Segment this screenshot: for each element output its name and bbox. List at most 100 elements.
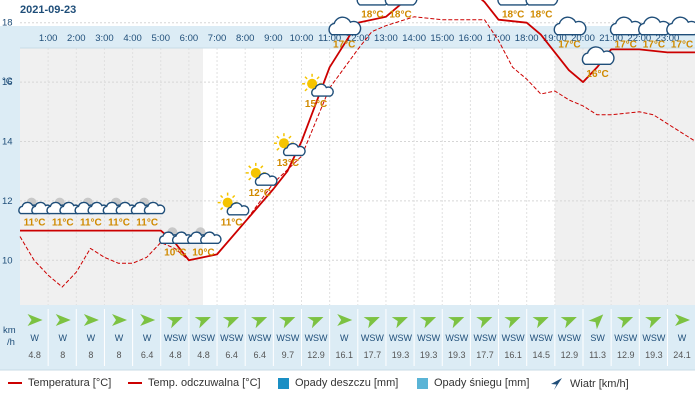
temperature-label: 17°C: [558, 39, 580, 50]
wind-direction-label: W: [143, 333, 152, 343]
legend-item-temperature: Temperatura [°C]: [8, 377, 111, 389]
legend-label-rain: Opady deszczu [mm]: [295, 377, 399, 389]
wind-speed-label: 9.7: [282, 350, 295, 360]
sun-ray: [316, 76, 320, 80]
wind-arrow-shape: [140, 314, 156, 326]
wind-direction-label: WSW: [445, 333, 468, 343]
cloud-icon: [497, 0, 531, 6]
wind-speed-label: 12.9: [617, 350, 635, 360]
wind-arrow-icon: [112, 314, 128, 326]
wind-arrow-icon: [337, 314, 353, 326]
wind-arrow-shape: [279, 316, 296, 329]
temperature-label: 11°C: [108, 218, 130, 229]
wind-direction-label: WSW: [530, 333, 553, 343]
cloud-icon: [666, 16, 695, 36]
sun-ray: [248, 165, 252, 169]
wind-arrow-icon: [675, 314, 691, 326]
wind-arrow-shape: [363, 316, 380, 329]
y-tick-label: 12: [2, 196, 13, 207]
wind-arrow-shape: [675, 314, 691, 326]
wind-arrow-icon: [279, 316, 296, 329]
wind-speed-label: 17.7: [476, 350, 494, 360]
weather-chart: 1:00 2:00 3:00 4:00 5:00 6:00 7:00 8:00 9:00 10:0…: [0, 0, 695, 371]
cloud-shape: [328, 16, 362, 36]
wind-direction-label: WSW: [276, 333, 299, 343]
hour-label: 19:00: [543, 33, 567, 44]
wind-direction-label: WSW: [558, 333, 581, 343]
wind-direction-label: WSW: [220, 333, 243, 343]
wind-speed-label: 8: [117, 350, 122, 360]
wind-arrow-icon: [166, 316, 183, 329]
legend-line-dashed: [128, 382, 142, 384]
wind-arrow-icon: [222, 316, 240, 329]
wind-speed-label: 4.8: [28, 350, 41, 360]
temperature-label: 17°C: [615, 39, 637, 50]
wind-speed-label: 19.3: [645, 350, 663, 360]
temperature-label: 11°C: [52, 218, 74, 229]
wind-arrow-shape: [194, 316, 211, 329]
temperature-label: 18°C: [361, 10, 383, 21]
wind-arrow-icon: [83, 314, 99, 326]
sun-ray: [304, 88, 308, 92]
sun-ray: [276, 147, 280, 151]
wind-speed-label: 6.4: [141, 350, 154, 360]
y-unit-label: °C: [2, 76, 13, 87]
temperature-label: 18°C: [389, 10, 411, 21]
wind-arrow-shape: [112, 314, 128, 326]
wind-speed-label: 16.1: [335, 350, 353, 360]
night-band-morning: [20, 48, 203, 305]
wind-arrow-shape: [560, 316, 577, 329]
wind-speed-label: 16.1: [504, 350, 522, 360]
legend-label-temperature: Temperatura [°C]: [28, 377, 112, 389]
y-tick-label: 16: [2, 77, 13, 88]
cloud-icon: [384, 0, 418, 6]
wind-direction-label: WSW: [192, 333, 215, 343]
sun-ray: [288, 135, 292, 139]
wind-direction-label: SW: [590, 333, 605, 343]
legend-label-wind: Wiatr [km/h]: [570, 378, 629, 390]
forecast-date: 2021-09-23: [20, 4, 77, 16]
hour-label: 18:00: [515, 33, 539, 44]
hour-label: 22:00: [627, 33, 651, 44]
wind-arrow-shape: [532, 316, 549, 329]
cloud-icon: [328, 16, 362, 36]
wind-arrow-icon: [307, 316, 324, 329]
cloud-shape: [609, 16, 643, 36]
sun-disc: [307, 78, 318, 89]
temperature-label: 11°C: [221, 218, 243, 229]
sun-disc: [278, 138, 289, 149]
night-cloud-icon: [74, 197, 110, 215]
wind-speed-label: 8: [60, 350, 65, 360]
wind-direction-label: W: [115, 333, 124, 343]
hour-label: 12:00: [346, 33, 370, 44]
cloud-icon: [581, 46, 615, 66]
legend-swatch-snow: [417, 377, 428, 389]
sun-ray: [276, 135, 280, 139]
sun-cloud-icon: [245, 162, 278, 186]
cloud-icon: [525, 0, 559, 6]
series-line-temperature: [20, 0, 695, 262]
wind-arrow-shape: [504, 316, 521, 329]
wind-unit-label: /h: [7, 337, 15, 348]
wind-direction-label: WSW: [248, 333, 271, 343]
wind-direction-label: W: [30, 333, 39, 343]
wind-arrow-icon: [476, 316, 493, 329]
wind-arrow-icon: [419, 316, 437, 329]
temperature-label: 16°C: [586, 69, 608, 80]
wind-arrow-shape: [588, 314, 604, 330]
wind-arrow-icon: [448, 316, 465, 329]
wind-direction-label: WSW: [305, 333, 328, 343]
wind-speed-label: 4.8: [197, 350, 210, 360]
cloud-icon: [356, 0, 390, 6]
hour-label: 23:00: [656, 33, 680, 44]
wind-arrow-shape: [448, 316, 465, 329]
wind-direction-label: WSW: [614, 333, 637, 343]
temperature-label: 18°C: [530, 10, 552, 21]
sun-disc: [250, 167, 261, 178]
wind-arrow-icon: [504, 316, 521, 329]
sun-ray: [220, 194, 224, 199]
temperature-label: 12°C: [249, 188, 271, 199]
wind-direction-label: WSW: [164, 333, 187, 343]
sun-disc: [222, 197, 233, 208]
wind-arrow-icon: [140, 314, 156, 326]
